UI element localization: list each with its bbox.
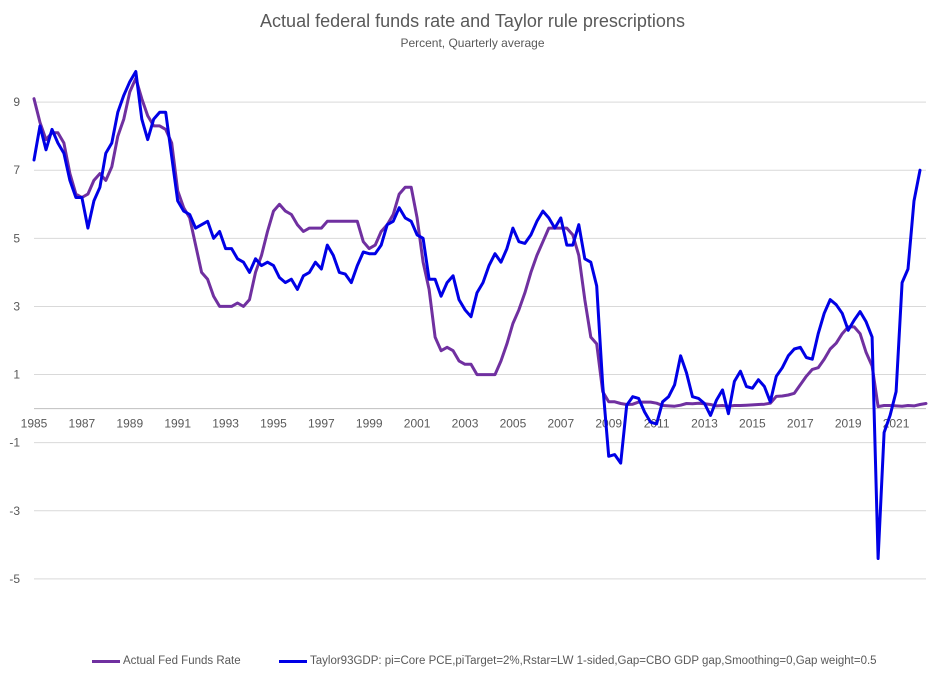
x-tick-label: 2001 (404, 417, 431, 431)
y-tick-label: 7 (13, 163, 20, 177)
y-tick-label: 5 (13, 231, 20, 245)
y-tick-label: 3 (13, 299, 20, 313)
series-lines (32, 70, 928, 560)
legend-item-taylor: Taylor93GDP: pi=Core PCE,piTarget=2%,Rst… (279, 655, 877, 667)
x-tick-label: 2015 (739, 417, 766, 431)
x-tick-label: 2009 (595, 417, 622, 431)
y-tick-label: 9 (13, 95, 20, 109)
y-tick-label: -3 (9, 504, 20, 518)
x-axis-tick-labels: 1985 1987 1989 1991 1993 1995 1997 1999 2001 2003… (21, 417, 910, 431)
x-tick-label: 1985 (21, 417, 48, 431)
gridlines (34, 101, 926, 580)
legend-label-actual: Actual Fed Funds Rate (123, 655, 241, 667)
legend: Actual Fed Funds Rate Taylor93GDP: pi=Co… (0, 655, 945, 675)
x-tick-label: 1995 (260, 417, 287, 431)
chart-subtitle: Percent, Quarterly average (400, 36, 545, 50)
x-tick-label: 2005 (500, 417, 527, 431)
y-tick-label: -1 (9, 436, 20, 450)
x-tick-label: 1989 (116, 417, 143, 431)
x-tick-label: 2003 (452, 417, 479, 431)
x-tick-label: 1999 (356, 417, 383, 431)
y-tick-label: 1 (13, 368, 20, 382)
chart-title: Actual federal funds rate and Taylor rul… (260, 11, 685, 31)
x-tick-label: 2017 (787, 417, 814, 431)
y-tick-label: -5 (9, 572, 20, 586)
x-tick-label: 1993 (212, 417, 239, 431)
series-line-taylor (32, 70, 922, 560)
legend-swatch-taylor (279, 659, 307, 663)
x-tick-label: 1997 (308, 417, 335, 431)
legend-label-taylor: Taylor93GDP: pi=Core PCE,piTarget=2%,Rst… (310, 655, 877, 667)
series-line-actual (32, 76, 928, 409)
x-tick-label: 2013 (691, 417, 718, 431)
x-tick-label: 2019 (835, 417, 862, 431)
x-tick-label: 2007 (547, 417, 574, 431)
legend-swatch-actual (92, 659, 120, 663)
x-tick-label: 1987 (69, 417, 96, 431)
y-axis-tick-labels: -5 -3 -1 1 3 5 7 9 (9, 95, 20, 586)
legend-item-actual: Actual Fed Funds Rate (92, 655, 241, 667)
x-tick-label: 1991 (164, 417, 191, 431)
